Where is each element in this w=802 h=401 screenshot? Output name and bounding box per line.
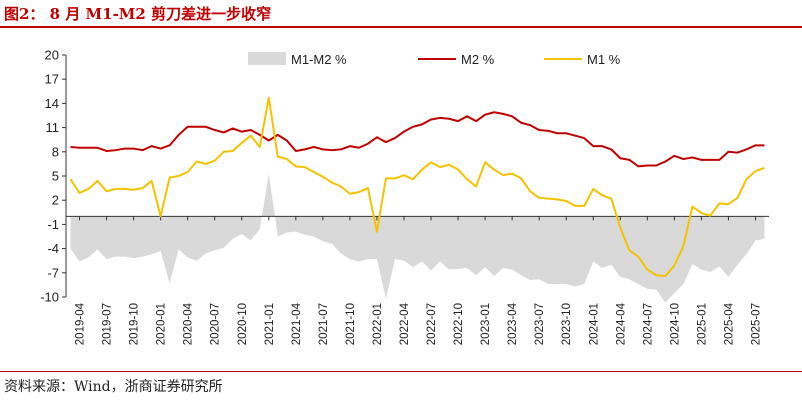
footer-rule	[0, 371, 802, 372]
x-tick-label: 2023-04	[507, 302, 519, 345]
line-layer	[69, 96, 765, 278]
y-tick-label: 8	[52, 144, 59, 159]
x-tick-label: 2024-01	[588, 303, 600, 345]
figure-title: 图2： 8 月 M1-M2 剪刀差进一步收窄	[4, 5, 272, 23]
legend-item: M1 %	[544, 52, 621, 67]
legend-label: M1-M2 %	[291, 52, 347, 67]
x-tick-label: 2025-07	[750, 303, 762, 345]
y-tick-label: 14	[45, 96, 59, 111]
x-tick-label: 2024-07	[642, 303, 654, 345]
y-tick-label: 11	[46, 120, 60, 135]
x-tick-label: 2019-07	[102, 303, 114, 345]
legend-item: M1-M2 %	[248, 52, 347, 67]
x-tick-label: 2023-10	[561, 303, 573, 345]
y-tick-label: -1	[47, 217, 59, 232]
y-tick-label: 17	[45, 72, 59, 87]
series-line-m2	[70, 111, 765, 168]
x-tick-label: 2025-04	[723, 302, 735, 345]
y-tick-label: -4	[47, 241, 59, 256]
legend-label: M1 %	[587, 52, 621, 67]
series-line-m1	[69, 96, 765, 278]
axis-layer: 20 17 14 11 8 5 2 -1 -4 -7 -10 2019-04 2019-07 2019-1…	[40, 48, 769, 345]
x-tick-label: 2023-07	[534, 303, 546, 345]
x-tick-label: 2022-07	[426, 303, 438, 345]
y-tick-label: -10	[40, 290, 59, 305]
x-tick-label: 2024-10	[669, 303, 681, 345]
legend-label: M2 %	[461, 52, 495, 67]
x-tick-label: 2022-10	[453, 303, 465, 345]
y-tick-label: -7	[47, 265, 59, 280]
x-tick-label: 2021-04	[291, 302, 303, 345]
area-layer	[70, 173, 765, 303]
x-tick-label: 2019-04	[75, 302, 87, 345]
x-tick-label: 2021-10	[345, 303, 357, 345]
x-tick-label: 2020-07	[210, 303, 222, 345]
x-tick-label: 2021-01	[264, 303, 276, 345]
x-tick-label: 2019-10	[129, 303, 141, 345]
x-tick-label: 2024-04	[615, 302, 627, 345]
series-area-m1-m2	[70, 173, 765, 303]
x-tick-label: 2020-10	[237, 303, 249, 345]
legend-swatch	[248, 52, 286, 65]
x-tick-label: 2023-01	[480, 303, 492, 345]
x-tick-label: 2025-01	[696, 303, 708, 345]
source-note: 资料来源：Wind，浙商证券研究所	[4, 379, 223, 395]
legend-item: M2 %	[418, 52, 495, 67]
y-tick-label: 2	[52, 193, 59, 208]
legend: M1-M2 % M2 % M1 %	[248, 52, 621, 67]
x-tick-label: 2020-01	[156, 303, 168, 345]
x-tick-label: 2020-04	[183, 302, 195, 345]
y-tick-label: 20	[45, 48, 59, 63]
x-tick-label: 2022-01	[372, 303, 384, 345]
x-tick-label: 2021-07	[318, 303, 330, 345]
title-rule	[0, 26, 802, 28]
x-tick-label: 2022-04	[399, 302, 411, 345]
y-tick-label: 5	[52, 169, 59, 184]
